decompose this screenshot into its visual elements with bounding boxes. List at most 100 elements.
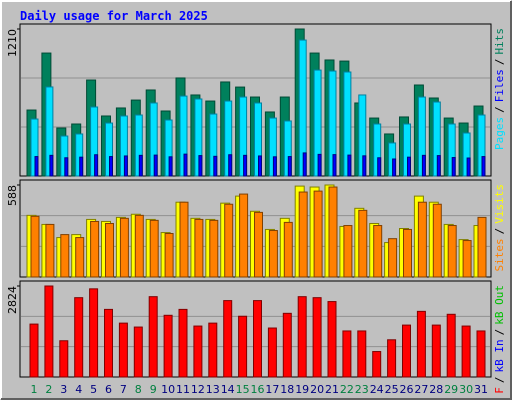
bar: [362, 155, 367, 177]
bar: [138, 154, 143, 177]
bar: [447, 225, 457, 278]
bar: [431, 324, 441, 378]
bar: [153, 154, 158, 177]
x-tick-label: 2: [45, 383, 52, 396]
x-tick-label: 16: [251, 383, 265, 396]
legend-entry: kB F: [493, 387, 506, 400]
bar: [89, 288, 99, 378]
bar: [372, 351, 382, 378]
legend-separator: /: [493, 329, 506, 336]
bar: [268, 230, 278, 278]
bar: [343, 225, 353, 278]
bar: [34, 156, 39, 177]
bar: [377, 157, 382, 177]
bar: [213, 155, 218, 177]
bar: [328, 186, 338, 278]
bar: [90, 220, 100, 278]
x-tick-label: 5: [90, 383, 97, 396]
legend-separator: /: [493, 106, 506, 113]
chart-title: Daily usage for March 2025: [20, 9, 208, 23]
bar: [462, 240, 472, 278]
bar: [133, 326, 143, 378]
legend: Sites / Visits: [493, 184, 506, 272]
bar: [183, 153, 188, 177]
bar: [74, 297, 84, 378]
bar: [239, 193, 249, 278]
bar: [209, 219, 219, 278]
x-tick-label: 26: [400, 383, 414, 396]
bar: [476, 330, 486, 378]
x-tick-label: 30: [459, 383, 473, 396]
x-tick-label: 25: [385, 383, 399, 396]
bar: [148, 296, 158, 378]
bar: [163, 314, 173, 378]
bar: [358, 209, 368, 278]
legend-separator: /: [493, 377, 506, 384]
bar: [94, 154, 99, 177]
legend-entry: Files: [493, 69, 506, 102]
bar: [149, 219, 159, 278]
legend-entry: kB Out: [493, 285, 506, 325]
bar: [30, 215, 40, 278]
x-tick-label: 12: [191, 383, 205, 396]
x-tick-label: 11: [176, 383, 190, 396]
bar: [373, 225, 383, 278]
bar: [193, 325, 203, 378]
x-tick-label: 7: [120, 383, 127, 396]
x-tick-label: 15: [236, 383, 250, 396]
bar: [298, 191, 308, 278]
bar: [168, 156, 173, 177]
legend-entry: kB In: [493, 339, 506, 372]
bar: [297, 296, 307, 378]
bar: [79, 156, 84, 177]
bar: [223, 300, 233, 378]
x-tick-label: 27: [414, 383, 428, 396]
bar: [104, 308, 113, 378]
bar: [258, 155, 262, 177]
bar: [198, 155, 203, 177]
bar: [118, 322, 128, 378]
x-tick-label: 8: [135, 383, 142, 396]
x-tick-label: 3: [60, 383, 67, 396]
x-tick-label: 21: [325, 383, 339, 396]
bar: [59, 340, 69, 378]
bar: [347, 154, 352, 177]
x-tick-label: 13: [206, 383, 220, 396]
bar: [312, 297, 322, 378]
bar: [283, 221, 293, 278]
bar: [228, 154, 233, 177]
bar: [119, 217, 129, 278]
bar: [29, 323, 39, 378]
y-tick-label: 588: [6, 185, 19, 206]
bar: [64, 157, 69, 177]
bar: [45, 223, 55, 278]
legend-separator: /: [493, 59, 506, 66]
bar: [105, 222, 114, 278]
bar: [313, 190, 323, 278]
bar: [123, 155, 128, 177]
bar: [461, 325, 471, 378]
bar: [238, 315, 248, 378]
legend-entry: Visits: [493, 184, 506, 224]
bar: [477, 216, 487, 278]
bar: [403, 228, 412, 278]
bar: [49, 154, 54, 177]
legend-entry: Pages: [493, 117, 506, 150]
bar: [416, 310, 426, 378]
bar: [387, 339, 397, 378]
x-tick-label: 19: [295, 383, 309, 396]
bar: [451, 157, 456, 177]
bar: [317, 153, 322, 177]
bar: [357, 330, 367, 378]
y-tick-label: 1210: [6, 29, 19, 57]
x-tick-label: 31: [474, 383, 488, 396]
bar: [432, 203, 442, 278]
bar: [282, 312, 292, 378]
x-tick-label: 4: [75, 383, 82, 396]
x-tick-label: 10: [161, 383, 175, 396]
bar: [109, 156, 113, 177]
bar: [208, 322, 218, 378]
legend: Pages / Files / Hits: [493, 28, 506, 150]
bar: [421, 154, 426, 177]
